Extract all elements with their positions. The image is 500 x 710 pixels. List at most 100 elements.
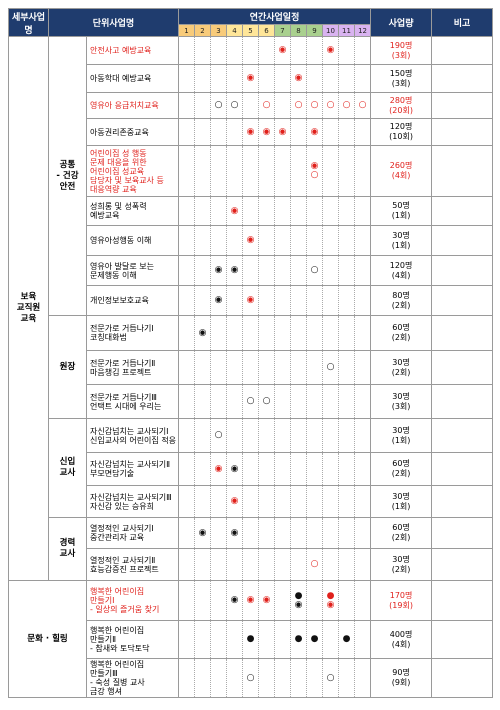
unit-cell: 자신감넘치는 교사되기Ⅲ 자신감 있는 승유희 — [86, 485, 179, 518]
note-cell — [431, 145, 494, 197]
unit-cell: 안전사고 예방교육 — [86, 36, 179, 65]
header-row: 세부사업명 단위사업명 연간사업일정 사업량 비고 — [8, 8, 494, 37]
month-cell — [306, 285, 323, 316]
month-cell — [210, 145, 227, 197]
amount-cell: 30명 (1회) — [370, 485, 433, 518]
month-cell — [178, 350, 195, 385]
month-cell — [258, 285, 275, 316]
month-cell — [322, 315, 339, 351]
schedule-mark: ◉ — [230, 527, 239, 538]
sessions: (3회) — [391, 78, 411, 88]
month-cell — [242, 452, 259, 486]
month-cell — [226, 64, 243, 93]
schedule-mark: ● — [310, 634, 319, 644]
month-cell — [290, 485, 307, 518]
amount-cell: 50명 (1회) — [370, 196, 433, 226]
amount-cell: 90명 (9회) — [370, 658, 433, 698]
schedule-mark: ◉ — [310, 126, 319, 137]
table-row: 문화 · 힐링 행복한 어린이집 만들기Ⅰ - 일상의 즐거움 찾기 ◉ ◉ ◉ ● ◉ ●… — [8, 580, 494, 698]
month-cell — [258, 350, 275, 385]
month-cell — [338, 255, 355, 286]
unit-cell: 행복한 어린이집 만들기Ⅱ - 참새와 토닥토닥 — [86, 620, 179, 659]
month-cell — [290, 315, 307, 351]
table-row: 전문가로 거듭나기Ⅲ 언택트 시대에 우리는 ○ ○ 30명 (3회) — [9, 384, 494, 419]
unit-cell: 어린이집 성 행동 문제 대응을 위한 어린이집 성교육 담당자 및 보육교사 … — [86, 145, 179, 197]
sessions: (9회) — [391, 678, 411, 687]
sessions: (4회) — [391, 171, 411, 180]
month-cell — [306, 196, 323, 226]
schedule-mark: ○ — [342, 100, 351, 110]
month-cell: ◉ — [194, 315, 211, 351]
month-cell: ◉ — [210, 255, 227, 286]
month-cell — [178, 384, 195, 419]
month-cell — [226, 118, 243, 146]
month-cell — [226, 384, 243, 419]
schedule-mark: ◉ — [230, 265, 239, 275]
month-cell: ◉ — [242, 64, 259, 93]
group-name: 보육 교직원 교육 — [16, 292, 41, 324]
month-cell — [322, 418, 339, 453]
amount-cell: 30명 (1회) — [370, 225, 433, 256]
month-label: 11 — [338, 24, 355, 37]
amount: 30명 — [392, 391, 410, 401]
month-cell — [274, 548, 291, 581]
month-cell — [306, 580, 323, 621]
amount: 30명 — [392, 425, 410, 435]
month-cell: ◉ — [274, 36, 291, 65]
month-cell — [194, 145, 211, 197]
month-cell — [338, 225, 355, 256]
unit-cell: 전문가로 거듭나기Ⅱ 마음챙김 프로젝트 — [86, 350, 179, 385]
schedule-mark: ○ — [214, 430, 223, 440]
subgroup-name: 원장 — [59, 361, 76, 372]
unit-cell: 열정적인 교사되기Ⅰ 중간관리자 교육 — [86, 517, 179, 549]
unit-name: 행복한 어린이집 만들기Ⅱ - 참새와 토닥토닥 — [90, 626, 150, 653]
schedule-mark: ◉ — [326, 45, 335, 55]
amount-cell: 120명 (4회) — [370, 255, 433, 286]
unit-cell: 개인정보보호교육 — [86, 285, 179, 316]
month-cell — [353, 315, 372, 351]
note-cell — [431, 285, 494, 316]
month-cell — [242, 548, 259, 581]
month-cell — [274, 580, 291, 621]
month-label: 1 — [178, 24, 195, 37]
month-cell: ○ — [258, 384, 275, 419]
month-cell — [242, 36, 259, 65]
table-row: 아동학대 예방교육 ◉ ◉ 150명 (3회) — [9, 64, 494, 93]
month-cell — [338, 315, 355, 351]
unit-name: 행복한 어린이집 만들기Ⅰ - 일상의 즐거움 찾기 — [90, 587, 160, 614]
sessions: (1회) — [391, 211, 411, 220]
month-cell — [322, 485, 339, 518]
month-cell — [258, 517, 275, 549]
month-cell — [258, 255, 275, 286]
month-cell — [178, 285, 195, 316]
month-cell — [322, 517, 339, 549]
month-cell — [178, 196, 195, 226]
group-name: 문화 · 힐링 — [27, 633, 68, 644]
month-cell: ● — [242, 620, 259, 659]
month-cell — [226, 36, 243, 65]
month-cell — [353, 255, 372, 286]
month-cell — [290, 285, 307, 316]
sessions: (2회) — [391, 469, 411, 478]
month-cell — [290, 196, 307, 226]
month-cell: ○ — [226, 92, 243, 119]
month-cell — [178, 517, 195, 549]
month-cell: ○ — [242, 384, 259, 419]
schedule-mark: ◉ — [246, 126, 255, 137]
month-cell — [194, 350, 211, 385]
month-cell — [210, 64, 227, 93]
month-label: 8 — [290, 24, 307, 37]
month-cell — [306, 36, 323, 65]
month-cell: ◉ — [242, 580, 259, 621]
amount: 190명 — [389, 40, 413, 50]
month-cell — [258, 225, 275, 256]
amount: 400명 — [389, 629, 413, 639]
schedule-mark: ○ — [310, 559, 319, 569]
amount-cell: 150명 (3회) — [370, 64, 433, 93]
month-cell — [194, 36, 211, 65]
month-cell — [353, 350, 372, 385]
schedule-mark: ◉ — [246, 295, 255, 305]
month-label: 10 — [322, 24, 339, 37]
month-cell — [178, 658, 195, 698]
